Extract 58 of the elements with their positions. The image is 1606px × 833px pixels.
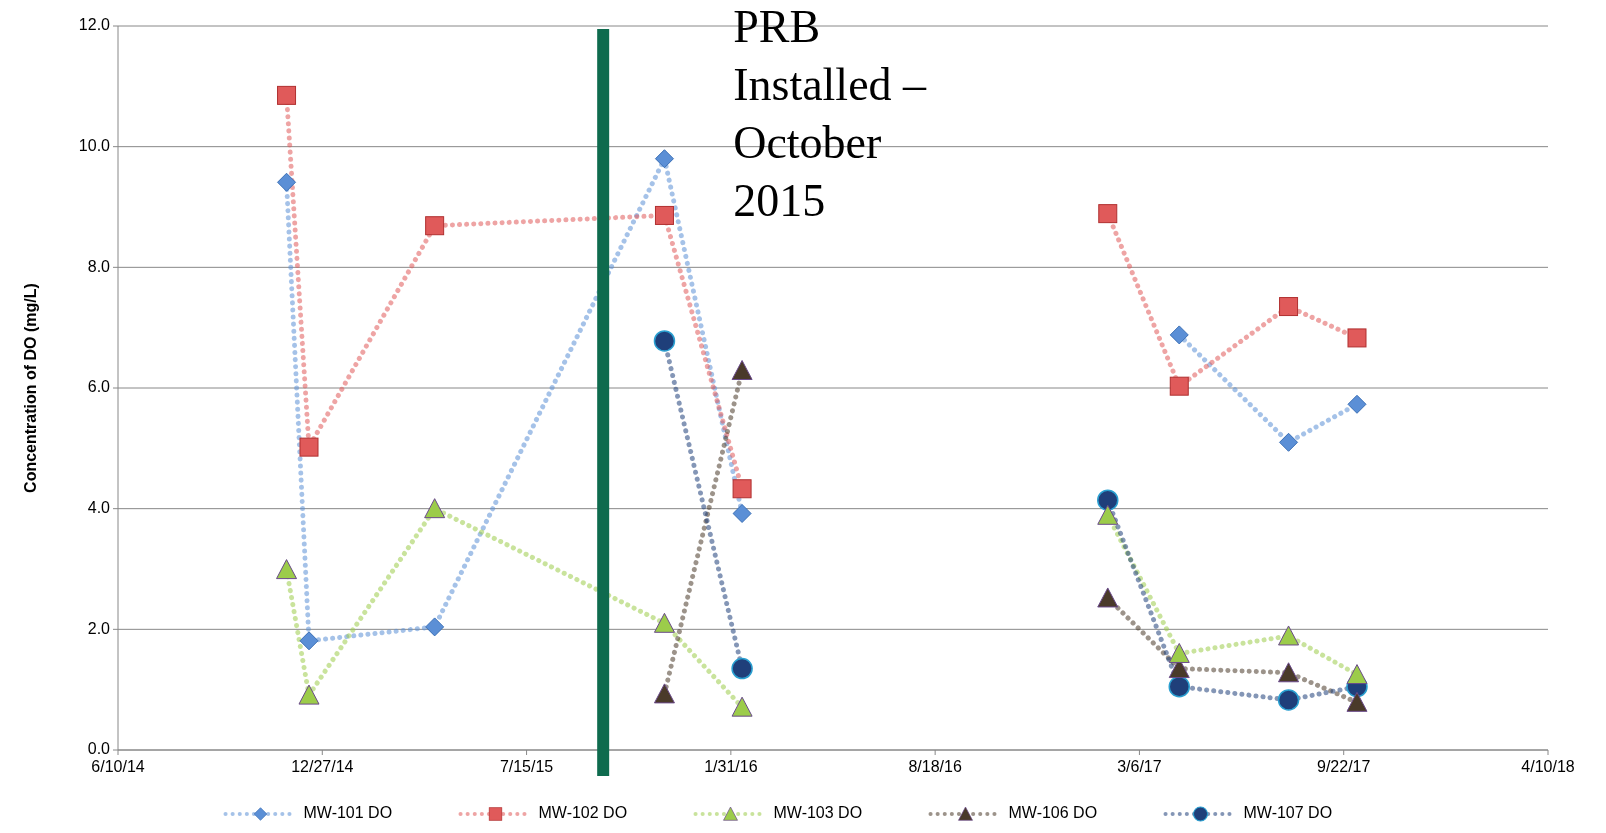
legend-label: MW-103 DO [773,804,863,822]
x-tick-label: 3/6/17 [1117,758,1162,775]
legend-label: MW-107 DO [1243,804,1333,822]
point [425,617,445,637]
y-tick-label: 0.0 [87,740,111,758]
point [1168,642,1190,663]
y-tick-label: 6.0 [87,378,111,396]
point [654,205,674,225]
point [654,149,674,169]
point [1278,625,1300,646]
point [653,330,676,352]
point [298,684,320,705]
point [1347,328,1367,348]
point [276,559,298,580]
point [299,631,319,651]
point [1347,394,1367,414]
point [732,479,752,499]
point [1346,664,1368,685]
y-tick-label: 10.0 [78,136,111,154]
point [425,216,445,236]
x-tick-label: 1/31/16 [704,758,758,775]
point [1097,504,1119,525]
point [424,498,446,519]
point [1098,204,1118,224]
y-tick-label: 4.0 [87,498,111,516]
point [653,612,675,633]
legend-label: MW-101 DO [303,804,393,822]
y-tick-label: 12.0 [78,16,111,34]
legend-label: MW-106 DO [1008,804,1098,822]
point [732,503,752,523]
point [299,437,319,457]
point [1097,587,1119,608]
point [1097,489,1119,511]
legend-label: MW-102 DO [538,804,628,822]
x-tick-label: 9/22/17 [1317,758,1371,775]
point [653,683,675,704]
point [277,85,297,105]
y-tick-label: 2.0 [87,619,111,637]
point [731,657,753,680]
y-axis-title: Concentration of DO (mg/L) [22,283,39,493]
x-tick-label: 7/15/15 [499,758,554,775]
x-tick-label: 12/27/14 [291,758,354,775]
y-tick-label: 8.0 [87,257,111,275]
point [731,696,753,717]
x-tick-label: 6/10/14 [91,758,145,775]
point [731,360,753,380]
point [1279,432,1299,452]
x-tick-label: 4/10/18 [1521,758,1575,775]
ref-line-label: PRB Installed – October 2015 [733,1,928,226]
point [1169,376,1189,396]
point [1279,297,1299,317]
point [277,172,297,192]
point [1169,325,1189,345]
x-tick-label: 8/18/16 [908,758,962,775]
point [1278,662,1300,683]
point [1277,689,1300,711]
point [1346,691,1368,712]
point [1168,675,1191,698]
